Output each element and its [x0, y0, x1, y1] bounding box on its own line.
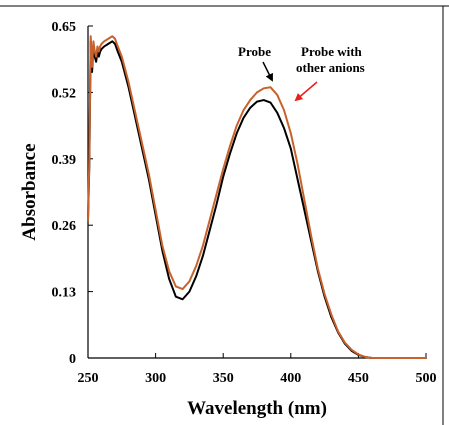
y-tick-label: 0.39 — [52, 153, 77, 168]
tick-labels: 0 0.13 0.26 0.39 0.52 0.65 250 300 350 400 450 500 — [52, 20, 437, 386]
x-tick-label: 500 — [416, 371, 437, 386]
series-probe-line — [87, 40, 427, 359]
y-tick-label: 0.65 — [52, 20, 77, 35]
y-axis-title: Absorbance — [19, 143, 40, 240]
x-axis-title: Wavelength (nm) — [187, 398, 327, 419]
x-tick-label: 300 — [145, 371, 166, 386]
probe-anions-arrow — [294, 81, 318, 102]
x-tick-label: 400 — [280, 371, 301, 386]
annotation-probe-anions-line1: Probe with — [301, 44, 363, 59]
annotation-arrows — [262, 61, 318, 102]
series-group — [87, 35, 427, 359]
annotation-probe-label: Probe — [238, 44, 271, 59]
axis-ticks — [87, 25, 427, 359]
x-tick-label: 250 — [78, 371, 99, 386]
x-tick-label: 350 — [213, 371, 234, 386]
probe-arrow — [262, 61, 273, 82]
x-tick-label: 450 — [348, 371, 369, 386]
y-tick-label: 0.13 — [52, 286, 77, 301]
y-tick-label: 0 — [69, 352, 76, 367]
annotation-probe-anions-line2: other anions — [296, 60, 365, 75]
series-probe-anions-line — [87, 35, 427, 359]
y-tick-label: 0.52 — [52, 86, 77, 101]
y-tick-label: 0.26 — [52, 219, 77, 234]
